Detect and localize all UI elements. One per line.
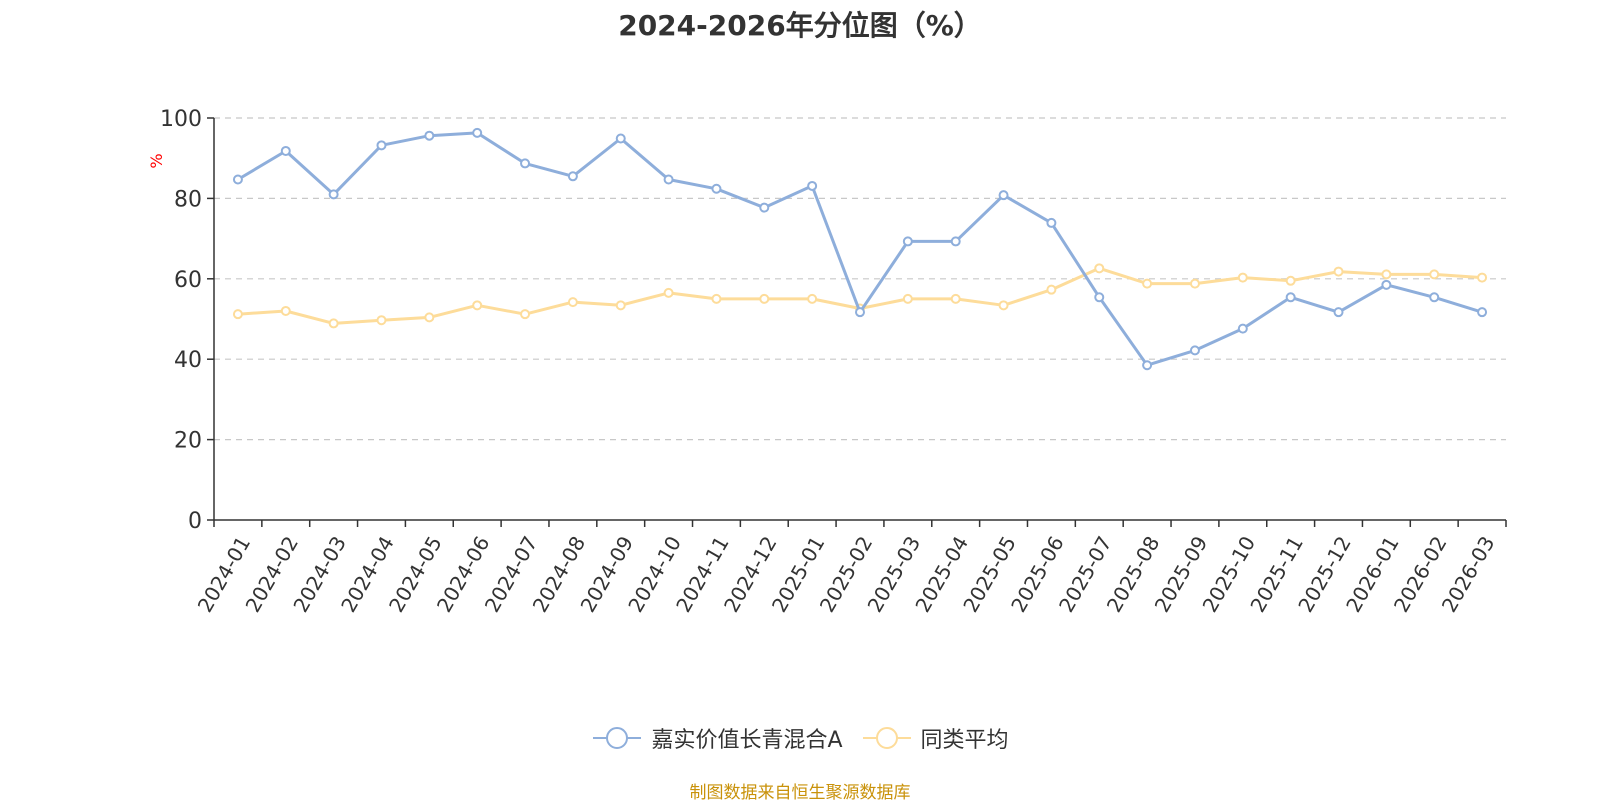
- data-point-fund[interactable]: [759, 202, 770, 213]
- data-point-fund[interactable]: [280, 145, 291, 156]
- data-point-fund[interactable]: [663, 174, 674, 185]
- data-point-category-average[interactable]: [1381, 269, 1392, 280]
- data-point-category-average[interactable]: [1189, 278, 1200, 289]
- data-point-fund[interactable]: [807, 180, 818, 191]
- axes: 0204060801002024-012024-022024-032024-04…: [160, 107, 1507, 616]
- y-axis-unit-label: %: [147, 153, 166, 168]
- data-point-fund[interactable]: [711, 183, 722, 194]
- data-point-category-average[interactable]: [1429, 269, 1440, 280]
- data-point-fund[interactable]: [1429, 292, 1440, 303]
- data-point-fund[interactable]: [855, 307, 865, 318]
- data-point-category-average[interactable]: [424, 312, 435, 323]
- data-point-category-average[interactable]: [1285, 275, 1296, 286]
- data-point-category-average[interactable]: [1142, 278, 1153, 289]
- data-point-fund[interactable]: [376, 140, 387, 151]
- data-point-fund[interactable]: [1237, 323, 1248, 334]
- data-point-fund[interactable]: [567, 171, 578, 182]
- data-point-category-average[interactable]: [807, 293, 818, 304]
- y-tick-label: 40: [174, 348, 202, 373]
- data-point-category-average[interactable]: [998, 300, 1009, 311]
- data-point-category-average[interactable]: [711, 293, 722, 304]
- data-point-category-average[interactable]: [376, 315, 387, 326]
- data-point-fund[interactable]: [1381, 279, 1392, 290]
- data-point-category-average[interactable]: [1094, 263, 1105, 274]
- data-point-fund[interactable]: [328, 189, 339, 200]
- data-point-category-average[interactable]: [232, 309, 243, 320]
- data-point-category-average[interactable]: [520, 309, 531, 320]
- data-point-category-average[interactable]: [759, 293, 770, 304]
- legend-item-fund[interactable]: 嘉实价值长青混合A: [591, 722, 843, 754]
- data-point-fund[interactable]: [1094, 292, 1105, 303]
- data-point-fund[interactable]: [472, 127, 483, 138]
- data-point-fund[interactable]: [1046, 217, 1057, 228]
- data-source-note: 制图数据来自恒生聚源数据库: [689, 783, 911, 803]
- grid-lines: [214, 117, 1506, 441]
- data-point-fund[interactable]: [1333, 307, 1344, 318]
- legend-item-category-average[interactable]: 同类平均: [861, 722, 1009, 754]
- data-point-category-average[interactable]: [1477, 272, 1488, 283]
- data-point-category-average[interactable]: [567, 297, 578, 308]
- data-point-category-average[interactable]: [280, 305, 291, 316]
- data-point-category-average[interactable]: [902, 293, 913, 304]
- data-point-category-average[interactable]: [615, 300, 626, 311]
- y-tick-label: 20: [174, 429, 202, 454]
- legend-swatch-category-average: [862, 727, 911, 749]
- data-point-fund[interactable]: [1189, 345, 1200, 356]
- data-point-category-average[interactable]: [472, 300, 483, 311]
- data-point-category-average[interactable]: [663, 287, 674, 298]
- legend: 嘉实价值长青混合A 同类平均: [0, 722, 1600, 754]
- data-point-fund[interactable]: [1142, 360, 1153, 371]
- legend-label-category-average: 同类平均: [920, 728, 1009, 753]
- legend-label-fund: 嘉实价值长青混合A: [651, 728, 843, 753]
- data-point-category-average[interactable]: [1046, 284, 1057, 295]
- y-tick-label: 100: [160, 107, 202, 132]
- y-tick-label: 60: [174, 268, 202, 293]
- series-lines: [232, 127, 1488, 371]
- chart-title: 2024-2026年分位图（%）: [618, 9, 982, 42]
- data-point-fund[interactable]: [902, 236, 913, 247]
- data-point-fund[interactable]: [1477, 307, 1488, 318]
- y-tick-label: 0: [188, 509, 202, 534]
- data-point-fund[interactable]: [615, 133, 626, 144]
- y-tick-label: 80: [174, 187, 202, 212]
- data-point-category-average[interactable]: [1333, 266, 1344, 277]
- series-line-fund: [237, 131, 1483, 367]
- legend-swatch-fund: [593, 727, 642, 749]
- data-point-category-average[interactable]: [1237, 272, 1248, 283]
- data-point-fund[interactable]: [424, 130, 435, 141]
- data-point-fund[interactable]: [520, 158, 531, 169]
- data-point-category-average[interactable]: [328, 318, 339, 329]
- data-point-category-average[interactable]: [950, 293, 961, 304]
- data-point-fund[interactable]: [998, 190, 1009, 201]
- data-point-fund[interactable]: [232, 174, 243, 185]
- data-point-fund[interactable]: [1285, 292, 1296, 303]
- data-point-fund[interactable]: [950, 236, 961, 247]
